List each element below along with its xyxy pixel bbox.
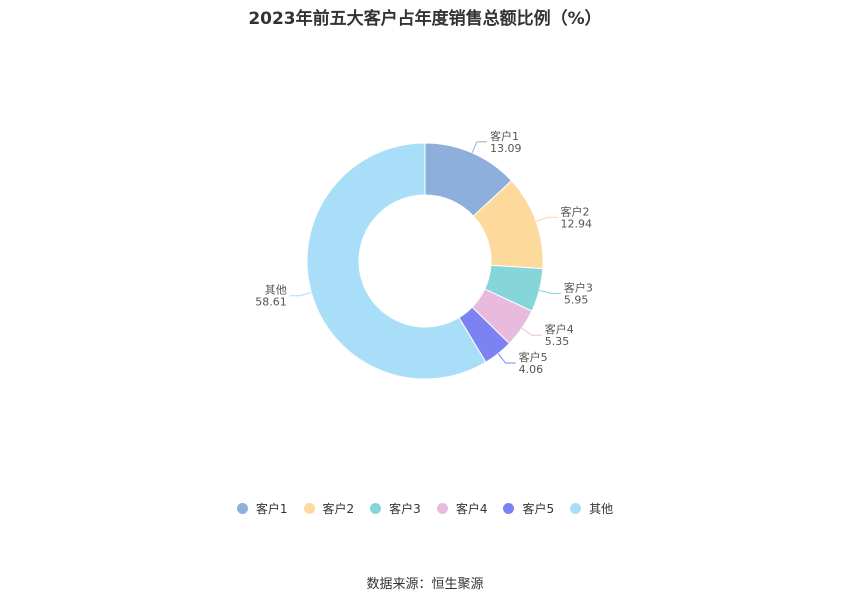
- legend-marker-icon: [436, 503, 448, 514]
- legend-marker-icon: [370, 503, 382, 514]
- chart-title: 2023年前五大客户占年度销售总额比例（%）: [248, 9, 602, 29]
- slice-leader-line-2: [536, 216, 558, 222]
- legend-label: 其他: [589, 502, 614, 516]
- slice-label-value-5: 4.06: [519, 363, 544, 376]
- legend-marker-icon: [236, 503, 248, 514]
- legend-label: 客户2: [322, 502, 355, 516]
- legend-marker-icon: [570, 503, 582, 514]
- legend-marker-icon: [503, 503, 515, 514]
- slice-leader-line-5: [497, 353, 516, 364]
- slice-label-value-1: 13.09: [490, 142, 522, 155]
- slice-leader-line-4: [521, 327, 542, 336]
- legend-item-5[interactable]: 客户5: [503, 500, 554, 517]
- slice-leader-line-1: [471, 141, 487, 154]
- legend-label: 客户1: [255, 502, 288, 516]
- slice-label-name-2: 客户2: [560, 204, 589, 218]
- donut-slice-6[interactable]: [306, 142, 487, 380]
- legend-item-2[interactable]: 客户2: [303, 500, 355, 517]
- slice-label-value-6: 58.61: [255, 296, 287, 309]
- legend-item-6[interactable]: 其他: [570, 500, 613, 517]
- slice-leader-line-3: [539, 289, 561, 294]
- slice-leader-line-6: [289, 292, 312, 297]
- legend-marker-icon: [303, 503, 315, 514]
- slice-label-value-3: 5.95: [564, 293, 589, 306]
- slice-label-name-5: 客户5: [519, 350, 548, 364]
- slice-label-name-3: 客户3: [564, 280, 593, 294]
- legend-item-4[interactable]: 客户4: [436, 500, 488, 517]
- source-note: 数据来源：恒生聚源: [366, 577, 484, 592]
- legend-item-3[interactable]: 客户3: [370, 500, 421, 517]
- slice-label-name-4: 客户4: [545, 322, 574, 336]
- legend-label: 客户3: [389, 502, 421, 516]
- slice-label-name-1: 客户1: [490, 129, 519, 143]
- slice-label-value-2: 12.94: [560, 217, 592, 230]
- legend-item-1[interactable]: 客户1: [236, 500, 288, 517]
- chart-legend: 客户1 客户2 客户3 客户4 客户5 其他: [0, 500, 850, 517]
- legend-label: 客户5: [522, 502, 555, 516]
- legend-label: 客户4: [455, 502, 488, 516]
- slice-label-value-4: 5.35: [545, 335, 570, 348]
- slice-label-name-6: 其他: [265, 284, 287, 297]
